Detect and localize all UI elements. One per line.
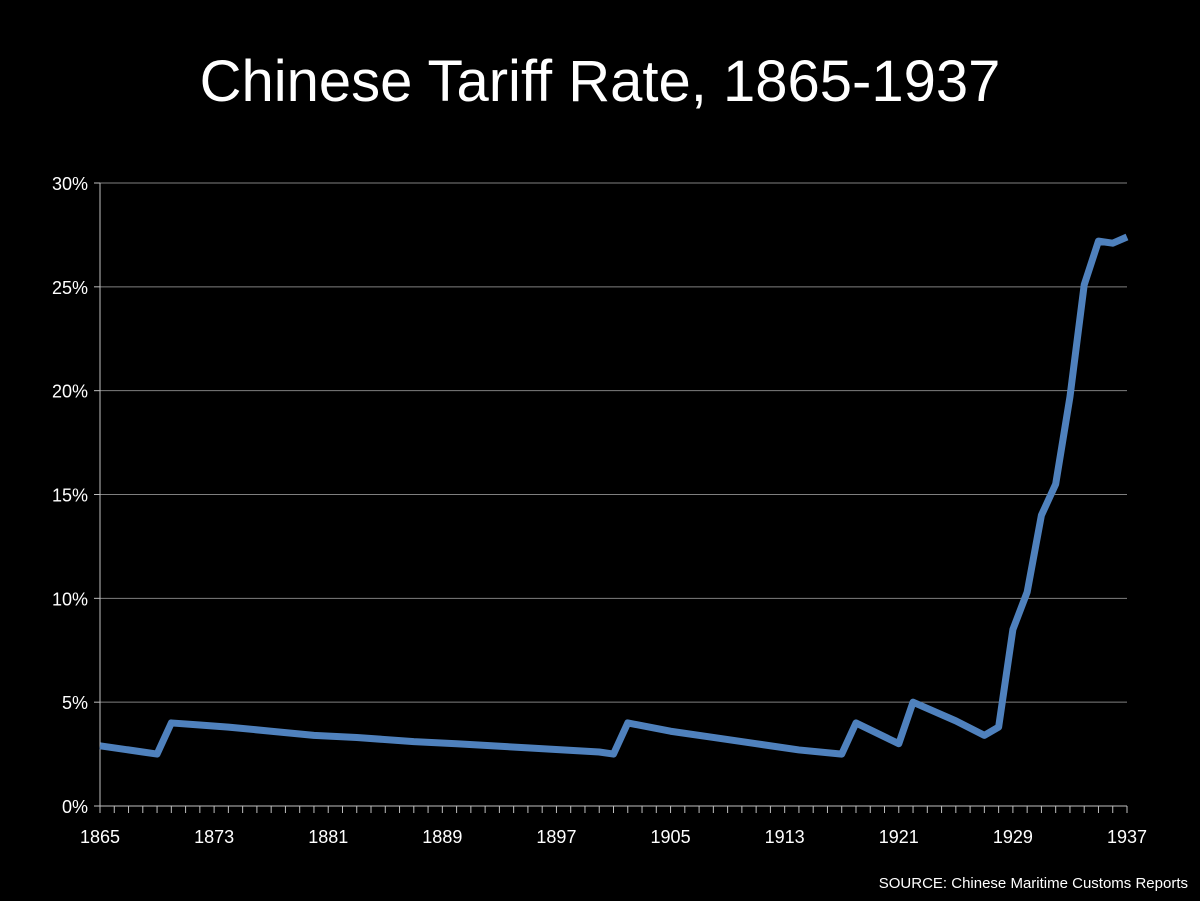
y-tick-label: 30% bbox=[52, 174, 88, 194]
x-tick-label: 1937 bbox=[1107, 827, 1147, 847]
y-tick-label: 5% bbox=[62, 693, 88, 713]
series-group bbox=[99, 233, 1129, 758]
x-tick-labels: 1865 1873 1881 1889 1897 1905 1913 1921 1929 1937 bbox=[80, 827, 1147, 847]
source-note: SOURCE: Chinese Maritime Customs Reports bbox=[878, 875, 1188, 892]
x-tick-label: 1905 bbox=[651, 827, 691, 847]
gridlines bbox=[100, 182, 1127, 703]
x-tick-label: 1865 bbox=[80, 827, 120, 847]
series-line-0 bbox=[99, 233, 1129, 758]
x-tick-label: 1929 bbox=[993, 827, 1033, 847]
x-tick-label: 1913 bbox=[765, 827, 805, 847]
x-tick-label: 1921 bbox=[879, 827, 919, 847]
y-tick-label: 25% bbox=[52, 278, 88, 298]
x-tick-label: 1881 bbox=[308, 827, 348, 847]
chart-title: Chinese Tariff Rate, 1865-1937 bbox=[199, 49, 1001, 114]
axes bbox=[94, 182, 1128, 813]
y-tick-labels: 0% 5% 10% 15% 20% 25% 30% bbox=[52, 174, 88, 817]
y-tick-label: 0% bbox=[62, 797, 88, 817]
x-tick-label: 1889 bbox=[422, 827, 462, 847]
x-tick-label: 1873 bbox=[194, 827, 234, 847]
y-tick-label: 15% bbox=[52, 486, 88, 506]
y-tick-label: 10% bbox=[52, 589, 88, 609]
y-tick-label: 20% bbox=[52, 382, 88, 402]
x-tick-label: 1897 bbox=[536, 827, 576, 847]
